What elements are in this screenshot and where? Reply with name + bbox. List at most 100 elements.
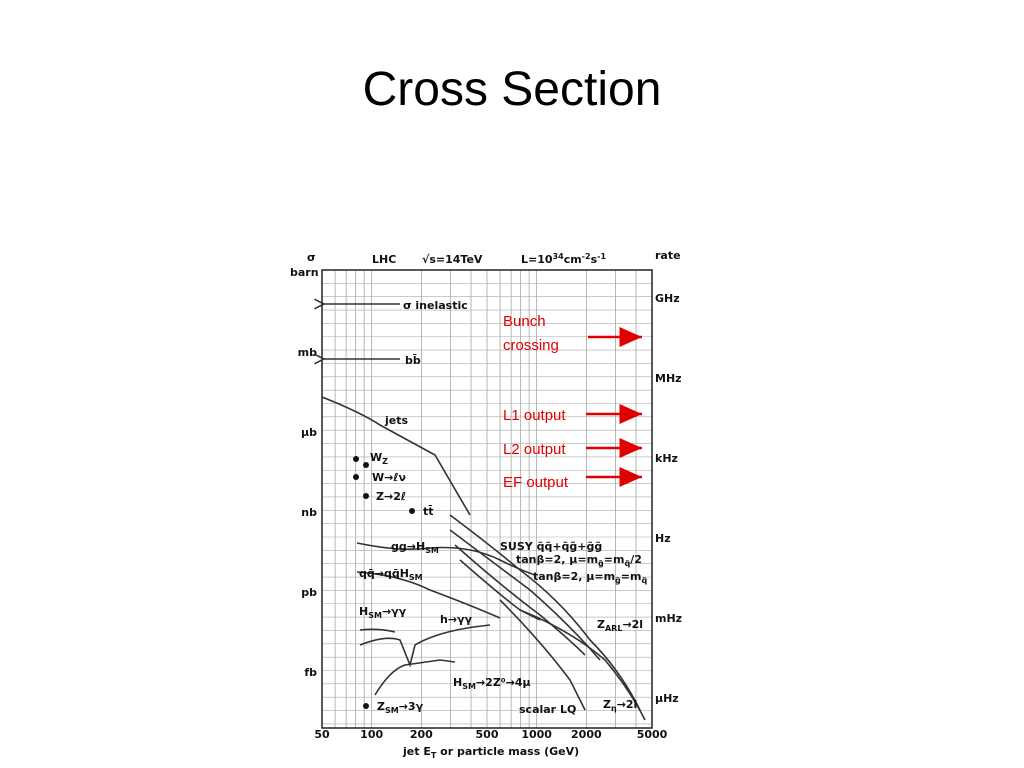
dot [353,474,359,480]
label-part: -2 [582,252,591,261]
curve [459,559,541,621]
curve [359,628,396,633]
curve [499,599,586,711]
label-part: jets [384,414,408,427]
curve [374,659,456,696]
label-part: ARL [605,624,622,633]
label-part: SM [462,682,476,691]
dot [363,703,369,709]
label-part: SUSY q̃q̃+q̃g̃+g̃g̃ [500,540,602,553]
label-part: η [611,704,617,713]
label-part: L=10 [521,253,553,266]
trigger-label: EF output [503,474,569,491]
label-part: Z [597,618,605,631]
axis-unit: rate [655,249,681,262]
left-label: μb [301,426,317,439]
label-part: W [370,451,382,464]
right-label: mHz [655,612,682,625]
label-part: →3γ [399,700,424,713]
curve [449,529,601,661]
header-label: √s=14TeV [422,253,483,266]
curve [356,571,501,619]
label-part: Z [382,457,388,466]
dot [353,456,359,462]
left-label: nb [301,506,317,519]
figure-label: qq̄→qq̄HSM [359,567,423,582]
curve [359,624,491,668]
label-part: cm [564,253,582,266]
figure-label: tt̄ [423,505,434,518]
figure-label: bb̄ [405,354,421,367]
label-part: /2 [630,553,642,566]
label-part: SM [425,546,439,555]
label-part: gg→H [391,540,425,553]
dot [363,493,369,499]
label-part: →2l [617,698,638,711]
x-label: 100 [360,728,383,741]
right-label: MHz [655,372,682,385]
left-label: fb [304,666,317,679]
figure-label: W→ℓν [372,471,406,484]
figure-label: tanβ=2, μ=mg̃=mq̃/2 [516,553,642,568]
curve [449,514,641,711]
label-part: H [359,605,368,618]
label-part: g̃ [615,575,621,585]
figure-label: Z→2ℓ [376,490,406,503]
header-label: LHC [372,253,396,266]
label-part: tanβ=2, μ=m [516,553,598,566]
label-part: Z→2ℓ [376,490,406,503]
label-part: σ inelastic [403,299,468,312]
figure-label: HSM→γγ [359,605,407,620]
figure-label: jets [384,414,408,427]
trigger-label: L2 output [503,441,566,458]
plot-frame [321,269,653,729]
x-label: 200 [410,728,433,741]
figure-label: L=1034cm-2s-1 [521,252,606,266]
x-label: 5000 [637,728,668,741]
label-part: q̃ [641,575,647,585]
right-label: Hz [655,532,671,545]
label-part: →2Z⁰→4μ [476,676,531,689]
axis-symbol: σ [307,251,316,264]
label-part: SM [385,706,399,715]
figure-label: HSM→2Z⁰→4μ [453,676,531,691]
right-label: μHz [655,692,679,705]
label-part: scalar LQ [519,703,576,716]
trigger-label: L1 output [503,407,566,424]
label-part: bb̄ [405,354,421,367]
label-part: h→γγ [440,613,473,626]
curve [321,396,471,516]
curve [519,609,646,721]
label-part: W→ℓν [372,471,406,484]
figure-label: SUSY q̃q̃+q̃g̃+g̃g̃ [500,540,602,553]
dot [409,508,415,514]
trigger-label: crossing [503,337,559,354]
right-label: GHz [655,292,680,305]
figure-label: jet ET or particle mass (GeV) [402,745,579,760]
label-part: SM [368,611,382,620]
curves [321,304,646,721]
figure-label: Zη→2l [603,698,637,713]
label-part: →γγ [382,605,407,618]
x-label: 1000 [521,728,552,741]
label-part: =m [621,570,642,583]
label-part: qq̄→qq̄H [359,567,409,580]
axis-unit: barn [290,266,319,279]
label-part: q̃ [624,558,630,568]
right-label: kHz [655,452,678,465]
label-part: g̃ [598,558,604,568]
trigger-label: Bunch [503,313,546,330]
left-label: pb [301,586,317,599]
label-part: Z [377,700,385,713]
figure-label: ZARL→2l [597,618,643,633]
label-part: s [591,253,598,266]
x-label: 2000 [571,728,602,741]
figure-label: WZ [370,451,388,466]
label-part: -1 [597,252,606,261]
label-part: →2l [622,618,643,631]
label-part: Z [603,698,611,711]
figure-label: h→γγ [440,613,473,626]
label-part: =m [604,553,625,566]
label-part: SM [409,573,423,582]
